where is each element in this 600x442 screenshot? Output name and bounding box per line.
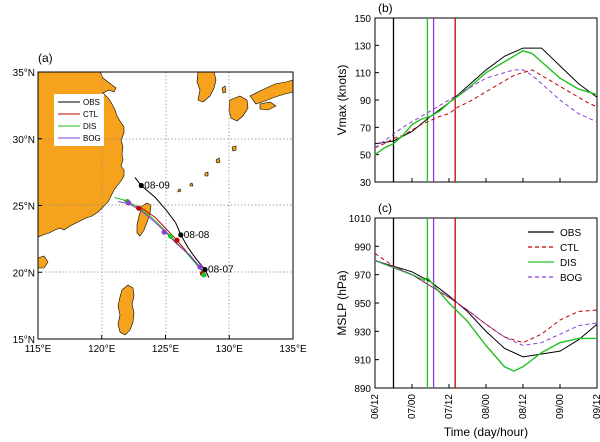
legend-label-bog: BOG [83,134,101,143]
map-x-tick-label: 115°E [25,344,52,355]
korea-peninsula [196,71,217,103]
map-x-tick-label: 130°E [216,344,244,355]
map-y-tick-label: 35°N [13,68,35,79]
series-line-obs [374,260,598,358]
map-y-tick-label: 30°N [13,135,35,146]
y-tick-label: 950 [354,299,371,310]
mslp-y-axis-label: MSLP (hPa) [335,270,349,335]
map-y-tick-label: 15°N [13,335,35,346]
legend-label-ctl: CTL [560,243,579,254]
vmax-plot-content: 30 50 70 90 110 130 150 [354,14,598,189]
y-tick-label: 50 [360,151,372,162]
x-tick-label: 09/12 [592,394,600,419]
map-date-labels: 08-09 08-08 08-07 [144,180,234,275]
y-tick-label: 90 [360,96,372,107]
y-tick-label: 910 [354,356,371,367]
map-legend: OBS CTL DIS BOG [54,94,104,146]
track-marker-obs [138,182,144,189]
track-obs [134,177,210,278]
track-marker-obs [202,266,208,273]
small-island [221,85,227,94]
ryukyu-island [177,188,182,193]
track-marker-ctl [136,205,142,211]
map-legend-box [54,94,104,146]
y-tick-label: 30 [360,178,372,189]
map-x-tick-label: 120°E [88,344,116,355]
x-tick-label: 06/12 [370,394,381,419]
legend-label-ctl: CTL [83,110,99,119]
ryukyu-island [231,145,237,152]
y-tick-label: 990 [354,242,371,253]
track-marker-bog [197,264,203,270]
track-marker-bog [161,229,167,235]
x-tick-label: 08/00 [481,394,492,419]
mslp-plot-content: 890 910 930 950 970 990 1010 06/12 07/00 07/12 08/… [349,214,600,419]
kyushu-island [228,95,249,122]
series-line-obs [374,47,598,145]
series-line-dis [374,50,598,156]
map-x-tick-label: 135°E [279,344,307,355]
date-label: 08-08 [184,230,210,241]
track-marker-bog [125,200,132,206]
vmax-panel: (b) 30 50 70 90 110 130 150 Vmax (knots) [335,1,598,189]
vmax-panel-title: (b) [378,1,393,15]
series-line-dis [374,259,597,372]
map-y-tick-label: 25°N [13,202,35,213]
map-y-tick-label: 20°N [13,268,35,279]
track-marker-dis [168,233,174,239]
y-tick-label: 1010 [349,214,372,225]
legend-label-bog: BOG [560,273,582,284]
y-tick-label: 970 [354,271,371,282]
shikoku-island [259,101,277,111]
mslp-panel: (c) 890 910 930 950 970 990 1010 06/12 07/00 07/1… [335,201,600,439]
y-tick-label: 70 [360,123,372,134]
ryukyu-island [204,171,209,177]
vmax-plot-frame [374,17,598,183]
x-tick-label: 07/12 [444,394,455,419]
y-tick-label: 890 [354,384,371,395]
track-marker-obs [178,232,184,238]
y-tick-label: 110 [355,69,371,80]
map-ticks: 115°E 120°E 125°E 130°E 135°E 15°N 20°N 25°N 30°… [13,68,307,355]
track-marker-dis [201,272,207,278]
y-tick-label: 150 [354,14,371,25]
legend-label-dis: DIS [83,122,96,131]
x-tick-label: 09/00 [555,394,566,419]
legend-label-obs: OBS [560,228,581,239]
y-tick-label: 130 [354,41,371,52]
vmax-y-axis-label: Vmax (knots) [335,65,349,136]
luzon-island [117,284,135,336]
map-panel: (a) [13,51,307,355]
legend-label-obs: OBS [83,98,100,107]
y-tick-label: 930 [354,327,371,338]
x-tick-label: 07/00 [407,394,418,419]
series-line-bog [374,69,598,149]
taiwan-island [136,202,152,237]
date-label: 08-07 [208,265,234,276]
ryukyu-island [189,182,194,187]
track-marker-ctl [174,237,180,243]
map-markers [124,182,208,278]
map-x-tick-label: 125°E [152,344,180,355]
series-line-bog [374,260,598,347]
ryukyu-island [215,157,221,164]
date-label: 08-09 [144,180,170,191]
legend-label-dis: DIS [560,258,577,269]
mslp-plot-frame [374,217,598,389]
mslp-x-axis-label: Time (day/hour) [444,425,528,439]
mslp-panel-title: (c) [378,201,392,215]
map-panel-title: (a) [38,51,53,65]
x-tick-label: 08/12 [518,394,529,419]
